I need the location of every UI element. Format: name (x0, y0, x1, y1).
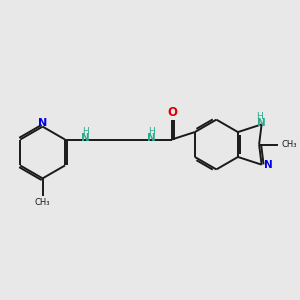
Text: CH₃: CH₃ (35, 198, 50, 207)
Text: N: N (38, 118, 47, 128)
Text: N: N (257, 118, 266, 128)
Text: H: H (256, 112, 262, 122)
Text: N: N (264, 160, 273, 170)
Text: O: O (167, 106, 177, 119)
Text: CH₃: CH₃ (281, 140, 297, 149)
Text: H: H (82, 127, 89, 136)
Text: N: N (147, 133, 156, 142)
Text: N: N (81, 133, 90, 142)
Text: H: H (148, 127, 155, 136)
